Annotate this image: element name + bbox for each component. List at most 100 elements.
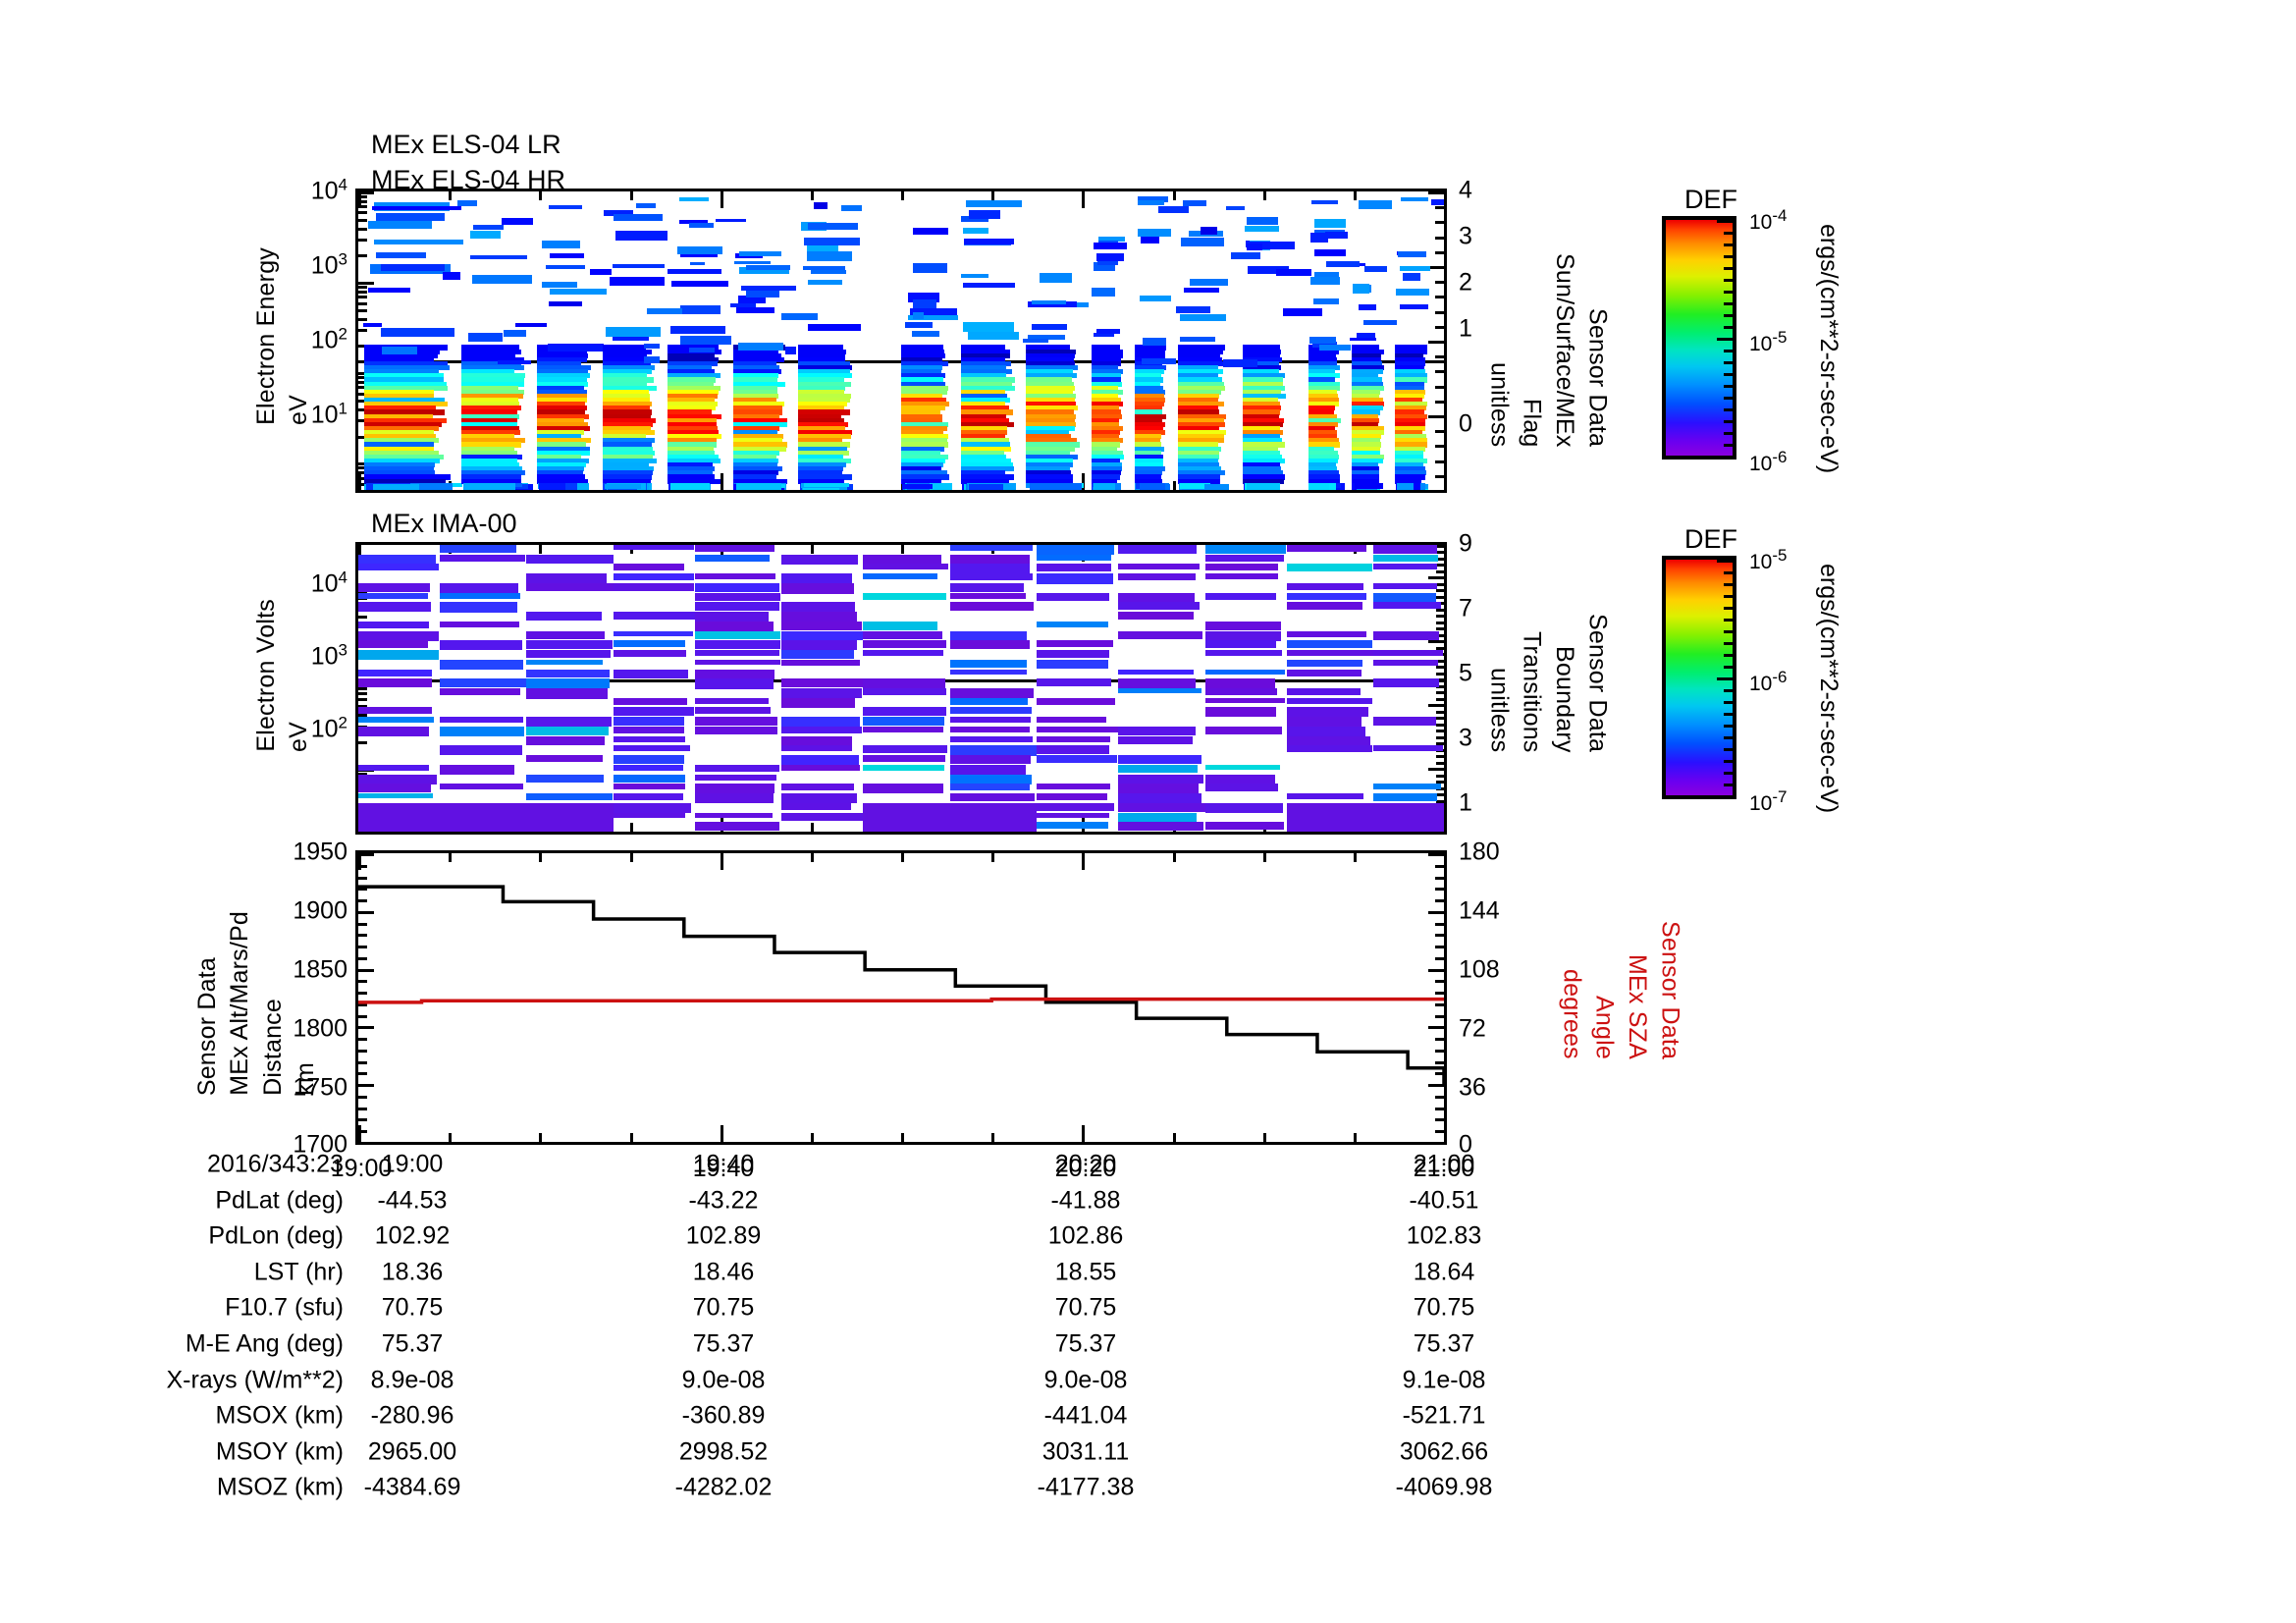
- spectrogram-cell: [1091, 365, 1118, 371]
- panel2-spectrogram[interactable]: [355, 542, 1447, 835]
- table-cell: 8.9e-08: [370, 1366, 454, 1394]
- spectrogram-cell: [694, 650, 779, 656]
- spectrogram-cell: [1430, 199, 1444, 205]
- y-tick: [358, 888, 367, 892]
- spectrogram-cell: [1026, 369, 1073, 375]
- y-tick: [1436, 589, 1444, 593]
- spectrogram-cell: [461, 409, 517, 415]
- y-tick: [358, 899, 367, 903]
- colorbar2[interactable]: [1662, 556, 1736, 799]
- spectrogram-cell: [537, 462, 586, 468]
- x-tick: [810, 823, 814, 832]
- spectrogram-cell: [1026, 389, 1073, 395]
- spectrogram-cell: [602, 352, 648, 358]
- spectrogram-cell: [1400, 303, 1429, 310]
- spectrogram-cell: [1178, 425, 1220, 432]
- spectrogram-cell: [526, 659, 604, 666]
- spectrogram-cell: [1026, 345, 1070, 351]
- spectrogram-cell: [1137, 229, 1171, 238]
- spectrogram-cell: [537, 434, 581, 440]
- spectrogram-cell: [1204, 802, 1283, 813]
- spectrogram-cell: [863, 621, 938, 631]
- spectrogram-cell: [901, 406, 946, 411]
- spectrogram-cell: [901, 381, 945, 387]
- spectrogram-cell: [732, 381, 785, 387]
- spectrogram-cell: [1243, 369, 1279, 375]
- spectrogram-cell: [1037, 592, 1109, 602]
- spectrogram-cell: [1134, 373, 1161, 379]
- spectrogram-cell: [732, 393, 778, 400]
- spectrogram-cell: [358, 554, 436, 565]
- spectrogram-cell: [363, 446, 434, 452]
- y-tick: [358, 227, 367, 231]
- spectrogram-cell: [1134, 434, 1161, 440]
- spectrogram-cell: [1395, 381, 1424, 387]
- table-cell: 75.37: [381, 1329, 444, 1358]
- spectrogram-cell: [1134, 369, 1165, 375]
- spectrogram-cell: [1308, 393, 1339, 400]
- cb2-units-text: ergs/(cm**2-sr-sec-eV): [1815, 564, 1842, 814]
- y-tick: [358, 1038, 367, 1042]
- x-tick: [1172, 481, 1176, 490]
- spectrogram-cell: [1026, 406, 1078, 411]
- spectrogram-cell: [732, 421, 787, 427]
- spectrogram-cell: [1096, 260, 1119, 265]
- spectrogram-cell: [1091, 349, 1123, 354]
- y-tick: [358, 922, 367, 926]
- spectrogram-cell: [1029, 482, 1082, 490]
- spectrogram-cell: [1118, 669, 1194, 676]
- spectrogram-cell: [526, 717, 612, 728]
- spectrogram-cell: [1091, 413, 1122, 419]
- spectrogram-cell: [1134, 421, 1165, 427]
- spectrogram-cell: [363, 458, 440, 464]
- spectrogram-cell: [670, 483, 710, 490]
- y-tick: [1436, 768, 1444, 772]
- x-tick: [449, 1133, 453, 1142]
- spectrogram-cell: [802, 265, 846, 271]
- spectrogram-cell: [732, 349, 778, 354]
- panel3-lineplot[interactable]: [355, 850, 1447, 1145]
- y-tick: [1435, 341, 1444, 344]
- spectrogram-cell: [732, 377, 778, 383]
- spectrogram-cell: [960, 352, 1010, 358]
- spectrogram-cell: [461, 417, 518, 423]
- spectrogram-cell: [1118, 726, 1196, 735]
- spectrogram-cell: [537, 402, 586, 407]
- colorbar1[interactable]: [1662, 216, 1736, 460]
- spectrogram-cell: [613, 802, 692, 813]
- spectrogram-cell: [1134, 454, 1163, 460]
- spectrogram-cell: [1026, 398, 1075, 404]
- spectrogram-cell: [1243, 406, 1281, 411]
- spectrogram-cell: [960, 442, 1011, 448]
- spectrogram-cell: [602, 450, 655, 456]
- spectrogram-cell: [781, 659, 861, 667]
- spectrogram-cell: [1204, 688, 1277, 695]
- spectrogram-cell: [537, 398, 588, 404]
- y-tick: [358, 946, 367, 949]
- spectrogram-cell: [966, 200, 1023, 208]
- spectrogram-cell: [960, 474, 1015, 480]
- spectrogram-cell: [1026, 454, 1078, 460]
- p2-ytick-1000: 103: [310, 640, 347, 671]
- y-tick: [358, 1072, 367, 1076]
- spectrogram-cell: [461, 462, 519, 468]
- table-cell: 18.55: [1054, 1258, 1117, 1286]
- colorbar-tick: [1724, 713, 1733, 716]
- spectrogram-cell: [1026, 470, 1071, 476]
- p3-right-axis-line3: Angle: [1590, 996, 1619, 1060]
- spectrogram-cell: [667, 377, 717, 383]
- spectrogram-cell: [439, 745, 522, 755]
- spectrogram-cell: [732, 406, 783, 411]
- spectrogram-cell: [667, 434, 722, 440]
- spectrogram-cell: [537, 409, 586, 415]
- y-tick: [1435, 1130, 1444, 1134]
- spectrogram-cell: [781, 650, 855, 659]
- spectrogram-cell: [667, 466, 716, 472]
- spectrogram-cell: [1395, 373, 1427, 379]
- panel1-spectrogram[interactable]: [355, 189, 1447, 493]
- spectrogram-cell: [1308, 352, 1336, 358]
- spectrogram-cell: [960, 413, 1006, 419]
- spectrogram-cell: [732, 365, 779, 371]
- table-cell: 2998.52: [678, 1437, 769, 1466]
- y-tick: [1435, 1072, 1444, 1076]
